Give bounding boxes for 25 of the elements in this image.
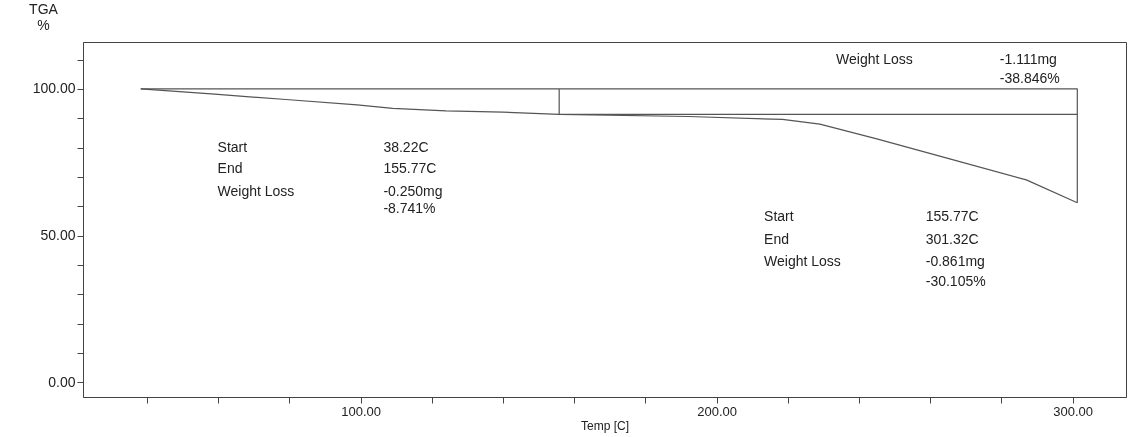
y-tick-label: 0.00: [48, 373, 76, 390]
annotation: -8.741%: [383, 200, 436, 217]
annotation: End: [217, 160, 243, 177]
annotation: End: [764, 230, 789, 247]
x-tick-label: 200.00: [697, 403, 738, 419]
x-tick-label: 300.00: [1053, 403, 1093, 419]
annotation: Weight Loss: [764, 253, 841, 269]
annotation: 301.32C: [925, 230, 979, 247]
annotation: -0.250mg: [383, 182, 443, 199]
y-axis-title: TGA %: [29, 0, 59, 33]
annotation: 155.77C: [925, 207, 979, 224]
annotation: 155.77C: [383, 160, 437, 177]
y-tick-label: 50.00: [40, 227, 76, 244]
annotation: Start: [217, 138, 248, 155]
annotation: -1.111mg: [999, 50, 1057, 67]
annotation: 38.22C: [383, 138, 429, 155]
y-tick-label: 100.00: [32, 80, 76, 97]
annotation: Weight Loss: [836, 50, 913, 67]
annotation: Start: [764, 207, 794, 224]
annotation: -38.846%: [999, 70, 1060, 87]
x-tick-label: 100.00: [341, 403, 382, 419]
x-axis-title: Temp [C]: [580, 418, 630, 433]
annotation: Weight Loss: [217, 182, 295, 199]
annotation: -30.105%: [925, 272, 986, 289]
annotation: -0.861mg: [925, 253, 985, 269]
